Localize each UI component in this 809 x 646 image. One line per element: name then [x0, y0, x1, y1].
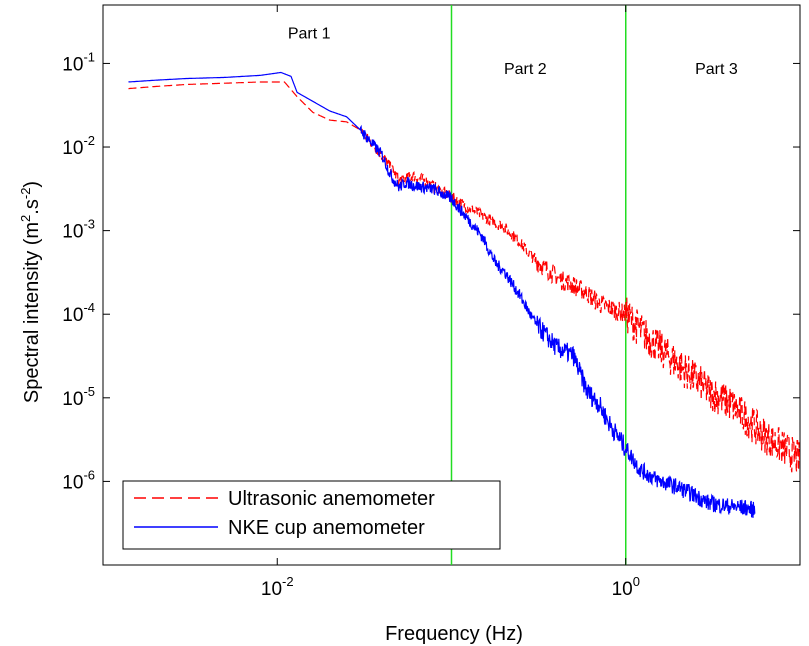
y-tick-label: 10-2 — [62, 133, 95, 159]
y-axis-title-mid: .s — [21, 199, 43, 215]
y-tick-exponent: -3 — [83, 217, 95, 232]
y-tick-exponent: -6 — [83, 467, 95, 482]
y-axis-title-sup2: -2 — [18, 188, 33, 200]
y-tick-base: 10 — [62, 222, 83, 243]
y-tick-label: 10-1 — [62, 49, 95, 75]
series-line-ultrasonic — [128, 81, 800, 473]
y-tick-base: 10 — [62, 472, 83, 493]
y-tick-exponent: -4 — [83, 300, 95, 315]
y-tick-base: 10 — [62, 138, 83, 159]
y-axis-title-pre: Spectral intensity (m — [21, 222, 43, 403]
part-label-3: Part 3 — [695, 61, 738, 78]
series-line-nke-cup — [128, 71, 756, 518]
y-tick-label: 10-3 — [62, 217, 95, 243]
series-layer — [128, 71, 800, 518]
part-annotations: Part 1 Part 2 Part 3 — [288, 25, 738, 78]
x-tick-exponent: -2 — [282, 574, 294, 589]
part-label-1: Part 1 — [288, 25, 331, 42]
x-tick-label: 100 — [612, 574, 640, 600]
x-tick-exponent: 0 — [633, 574, 640, 589]
y-axis-title-sup1: 2 — [18, 215, 33, 222]
x-axis-title: Frequency (Hz) — [385, 623, 523, 645]
y-tick-exponent: -5 — [83, 384, 95, 399]
plot-area — [102, 4, 801, 566]
x-tick-base: 10 — [612, 579, 633, 600]
legend-box — [122, 480, 501, 550]
y-tick-base: 10 — [62, 54, 83, 75]
x-tick-base: 10 — [261, 579, 282, 600]
legend-label-nke-cup: NKE cup anemometer — [228, 517, 425, 539]
y-tick-label: 10-5 — [62, 384, 95, 410]
y-tick-exponent: -2 — [83, 133, 95, 148]
x-tick-label: 10-2 — [261, 574, 294, 600]
y-axis-title-post: ) — [21, 181, 43, 188]
y-axis-ticks: 10-610-510-410-310-210-1 — [62, 49, 800, 493]
part-dividers — [450, 5, 627, 565]
legend-label-ultrasonic: Ultrasonic anemometer — [228, 488, 435, 510]
y-tick-base: 10 — [62, 305, 83, 326]
y-tick-label: 10-6 — [62, 467, 95, 493]
y-tick-base: 10 — [62, 389, 83, 410]
part-label-2: Part 2 — [504, 61, 547, 78]
legend: Ultrasonic anemometer NKE cup anemometer — [122, 480, 501, 550]
y-axis-title: Spectral intensity (m2.s-2) — [18, 181, 43, 403]
y-tick-exponent: -1 — [83, 49, 95, 64]
x-axis-ticks: 10-2 100 — [261, 5, 640, 600]
y-tick-label: 10-4 — [62, 300, 95, 326]
